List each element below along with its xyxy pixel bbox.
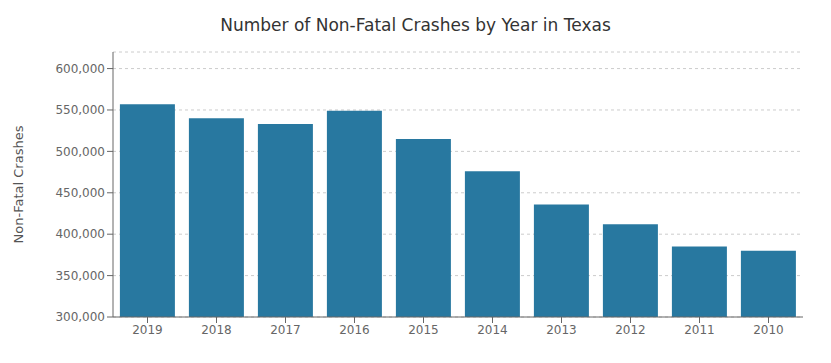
svg-text:Non-Fatal Crashes: Non-Fatal Crashes bbox=[11, 125, 26, 243]
svg-text:2017: 2017 bbox=[270, 323, 301, 337]
svg-text:2016: 2016 bbox=[339, 323, 370, 337]
svg-text:2013: 2013 bbox=[546, 323, 577, 337]
svg-text:2014: 2014 bbox=[477, 323, 508, 337]
svg-text:2018: 2018 bbox=[201, 323, 232, 337]
svg-text:350,000: 350,000 bbox=[55, 269, 105, 283]
svg-text:550,000: 550,000 bbox=[55, 103, 105, 117]
svg-text:2010: 2010 bbox=[753, 323, 784, 337]
svg-text:500,000: 500,000 bbox=[55, 145, 105, 159]
svg-text:600,000: 600,000 bbox=[55, 62, 105, 76]
svg-text:2019: 2019 bbox=[132, 323, 163, 337]
svg-text:2012: 2012 bbox=[615, 323, 646, 337]
svg-text:450,000: 450,000 bbox=[55, 186, 105, 200]
svg-text:2011: 2011 bbox=[684, 323, 715, 337]
svg-text:2015: 2015 bbox=[408, 323, 439, 337]
svg-text:400,000: 400,000 bbox=[55, 227, 105, 241]
html-text:Number of Non-Fatal Crashes by: Number of Non-Fatal Crashes by Year in T… bbox=[220, 15, 611, 35]
svg-text:300,000: 300,000 bbox=[55, 310, 105, 324]
